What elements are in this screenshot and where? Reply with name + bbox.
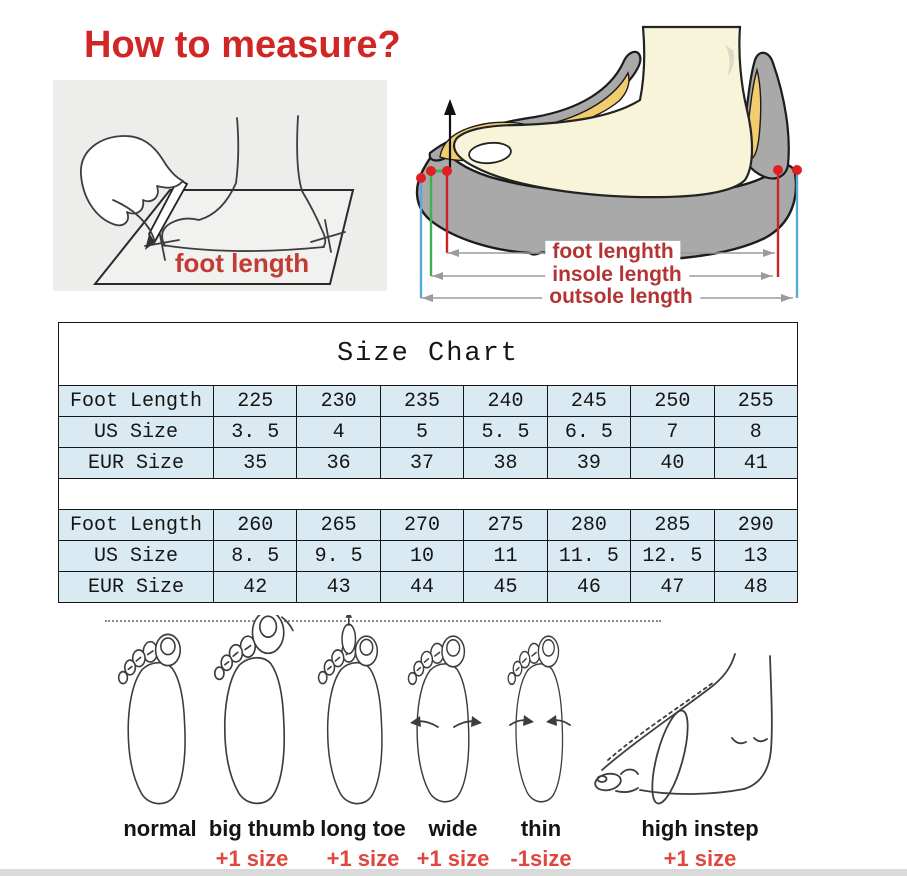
table-cell: 290	[713, 509, 799, 541]
foot-tracing-diagram: foot length	[53, 80, 387, 291]
table-cell: 7	[630, 416, 715, 448]
table-cell: 43	[296, 571, 381, 603]
footprint-normal	[117, 633, 186, 805]
table-cell: 46	[546, 571, 632, 603]
row-label-cell: US Size	[58, 416, 214, 448]
table-cell: 44	[379, 571, 465, 603]
table-cell: 45	[463, 571, 548, 603]
table-cell: 225	[212, 385, 298, 417]
insole-length-dim-label: insole length	[545, 263, 689, 286]
table-cell: 12. 5	[630, 540, 715, 572]
row-label-cell: Foot Length	[58, 385, 214, 417]
table-cell: 36	[296, 447, 381, 479]
table-cell: 4	[296, 416, 381, 448]
table-cell: 9. 5	[296, 540, 381, 572]
table-cell: 35	[212, 447, 298, 479]
hand-with-pencil-icon	[80, 135, 189, 250]
foot-types-illustrations	[117, 615, 773, 805]
table-row: Foot Length 225 230 235 240 245 250 255	[58, 385, 799, 417]
page-title: How to measure?	[84, 24, 401, 66]
table-cell: 8	[713, 416, 799, 448]
foot-type-size-adjustment: +1 size	[663, 846, 737, 871]
table-cell: 10	[379, 540, 465, 572]
table-cell: 41	[713, 447, 799, 479]
measure-point-dots	[416, 165, 802, 183]
table-cell: 48	[713, 571, 799, 603]
table-cell: 240	[463, 385, 548, 417]
foot-type-name: thin	[520, 816, 562, 841]
table-cell: 255	[713, 385, 799, 417]
table-row: Foot Length 260 265 270 275 280 285 290	[58, 509, 799, 541]
table-cell: 47	[630, 571, 715, 603]
foot-type-name: wide	[428, 816, 478, 841]
foot-length-dim-label: foot lenghth	[545, 240, 681, 263]
foot-length-caption: foot length	[174, 248, 310, 278]
table-cell: 265	[296, 509, 381, 541]
row-label-cell: Foot Length	[58, 509, 214, 541]
foot-type-size-adjustment: +1 size	[416, 846, 490, 871]
table-spacer-row	[58, 478, 798, 510]
table-cell: 11. 5	[546, 540, 632, 572]
table-cell: 235	[379, 385, 465, 417]
table-cell: 5. 5	[463, 416, 548, 448]
table-cell: 3. 5	[212, 416, 298, 448]
table-cell: 245	[546, 385, 632, 417]
shoe-cross-section-diagram: foot lenghth insole length outsole lengt…	[395, 5, 907, 310]
table-cell: 11	[463, 540, 548, 572]
table-cell: 285	[630, 509, 715, 541]
table-cell: 270	[379, 509, 465, 541]
foot-type-name: normal	[123, 816, 197, 841]
table-cell: 230	[296, 385, 381, 417]
outsole-length-dim-label: outsole length	[542, 285, 700, 308]
high-instep-foot	[594, 653, 773, 805]
dotted-separator	[105, 620, 661, 622]
table-cell: 37	[379, 447, 465, 479]
footprint-wide	[407, 635, 470, 803]
footprint-big-thumb	[213, 615, 294, 805]
size-chart-body: Size Chart Foot Length 225 230 235 240 245 250 2…	[58, 322, 799, 603]
row-label-cell: EUR Size	[58, 447, 214, 479]
foot-type-size-adjustment: -1size	[510, 846, 572, 871]
instep-measure-ring	[651, 709, 689, 805]
size-chart-title: Size Chart	[58, 322, 798, 386]
footprint-long-toe	[317, 615, 383, 805]
table-cell: 40	[630, 447, 715, 479]
foot-tracing-illustration	[80, 115, 355, 285]
row-label-cell: US Size	[58, 540, 214, 572]
table-cell: 42	[212, 571, 298, 603]
table-cell: 5	[379, 416, 465, 448]
table-cell: 8. 5	[212, 540, 298, 572]
foot-type-size-adjustment: +1 size	[326, 846, 400, 871]
table-cell: 280	[546, 509, 632, 541]
table-cell: 38	[463, 447, 548, 479]
table-cell: 6. 5	[546, 416, 632, 448]
bottom-strip	[0, 869, 907, 876]
foot-type-name: high instep	[641, 816, 759, 841]
table-cell: 275	[463, 509, 548, 541]
footprint-thin	[507, 635, 564, 803]
table-row: EUR Size 35 36 37 38 39 40 41	[58, 447, 799, 479]
table-cell: 39	[546, 447, 632, 479]
toe-up-arrow-icon	[444, 99, 456, 170]
spacer-cell	[58, 478, 798, 510]
size-chart-table: Size Chart Foot Length 225 230 235 240 245 250 2…	[58, 322, 799, 603]
table-row: EUR Size 42 43 44 45 46 47 48	[58, 571, 799, 603]
foot-type-name: big thumb	[208, 816, 316, 841]
wide-arrows-icon	[410, 716, 482, 728]
table-title-row: Size Chart	[58, 322, 798, 386]
row-label-cell: EUR Size	[58, 571, 214, 603]
table-cell: 13	[713, 540, 799, 572]
thin-arrows-icon	[509, 715, 571, 726]
foot-shape	[452, 25, 754, 199]
foot-type-name: long toe	[320, 816, 406, 841]
foot-type-size-adjustment: +1 size	[215, 846, 289, 871]
table-cell: 250	[630, 385, 715, 417]
shoe-cross-section-illustration	[415, 25, 802, 302]
table-cell: 260	[212, 509, 298, 541]
table-row: US Size 8. 5 9. 5 10 11 11. 5 12. 5 13	[58, 540, 799, 572]
